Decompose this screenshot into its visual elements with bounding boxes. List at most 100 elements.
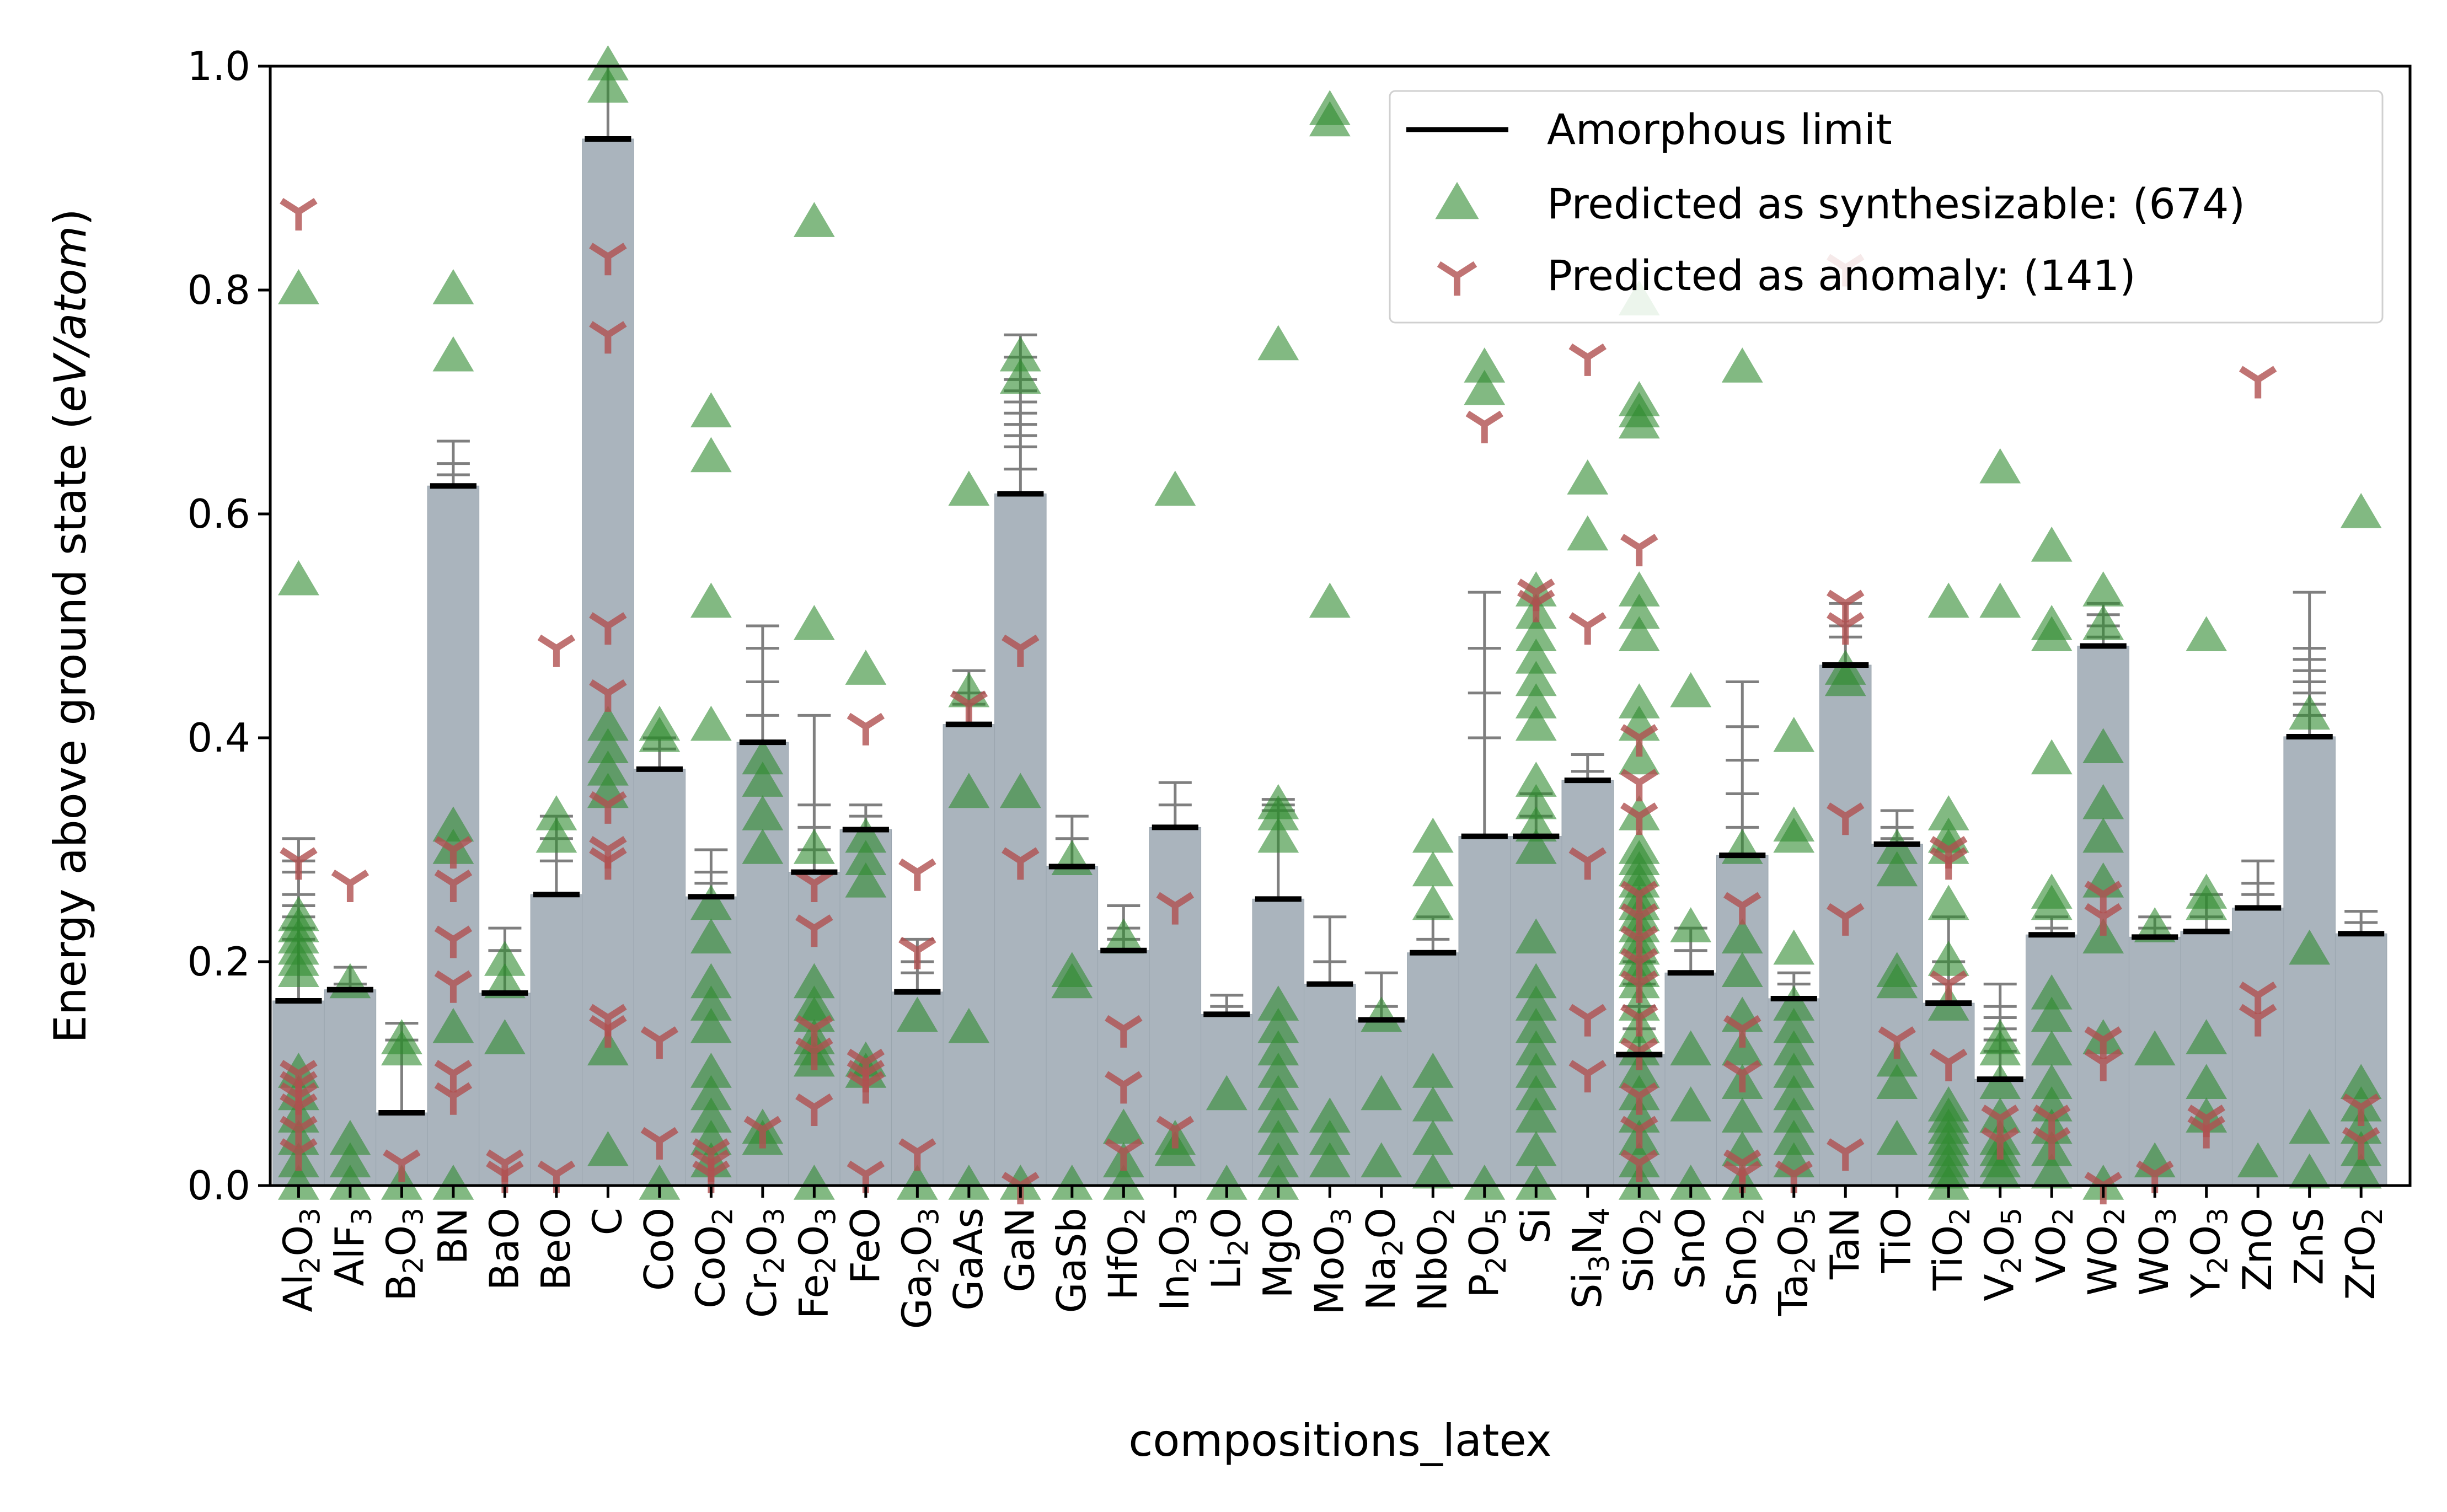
synthesizable-point bbox=[2031, 1064, 2073, 1100]
synthesizable-point bbox=[793, 605, 835, 640]
synthesizable-point bbox=[948, 1007, 990, 1043]
y-tick-label: 0.6 bbox=[187, 491, 250, 537]
synthesizable-point bbox=[1515, 806, 1557, 842]
anomaly-point bbox=[331, 870, 370, 902]
anomaly-point bbox=[2032, 1104, 2071, 1138]
anomaly-point bbox=[1878, 1026, 1916, 1059]
y-tick-label: 0.8 bbox=[187, 267, 250, 313]
synthesizable-point bbox=[1618, 683, 1660, 719]
y-tick-label: 0.0 bbox=[187, 1162, 250, 1209]
anomaly-point bbox=[280, 1116, 318, 1149]
anomaly-point bbox=[795, 1037, 833, 1070]
synthesizable-point bbox=[1979, 582, 2021, 618]
x-tick-label: BN bbox=[430, 1208, 476, 1264]
x-tick-label: CoO bbox=[636, 1208, 682, 1291]
anomaly-point bbox=[434, 1082, 473, 1115]
anomaly-point bbox=[1105, 1071, 1143, 1104]
synthesizable-point bbox=[742, 762, 784, 797]
synthesizable-point bbox=[1515, 1131, 1557, 1166]
synthesizable-point bbox=[1206, 1165, 1247, 1200]
anomaly-point bbox=[1620, 802, 1658, 835]
synthesizable-point bbox=[1515, 918, 1557, 954]
x-tick-label: VO2 bbox=[2028, 1208, 2079, 1283]
synthesizable-point bbox=[1412, 1119, 1454, 1155]
synthesizable-point bbox=[690, 1007, 732, 1043]
anomaly-point bbox=[2032, 1127, 2071, 1160]
synthesizable-point bbox=[1515, 616, 1557, 652]
anomaly-point bbox=[434, 1060, 473, 1093]
anomaly-point bbox=[1568, 1060, 1607, 1093]
synthesizable-point bbox=[381, 1165, 422, 1200]
synthesizable-point bbox=[1515, 1165, 1557, 1200]
x-tick-label: WO2 bbox=[2080, 1208, 2131, 1296]
synthesizable-point bbox=[2082, 784, 2124, 819]
anomaly-point bbox=[1620, 534, 1658, 566]
synthesizable-point bbox=[1773, 1053, 1815, 1088]
synthesizable-point bbox=[690, 1053, 732, 1088]
synthesizable-point bbox=[1876, 851, 1918, 887]
synthesizable-point bbox=[1515, 829, 1557, 864]
x-tick-label: ZnS bbox=[2286, 1208, 2332, 1285]
synthesizable-point bbox=[1721, 1097, 1763, 1133]
synthesizable-point bbox=[845, 817, 887, 853]
anomaly-point bbox=[1723, 1060, 1761, 1093]
synthesizable-point bbox=[1773, 929, 1815, 965]
synthesizable-point bbox=[845, 650, 887, 685]
synthesizable-point bbox=[484, 941, 526, 976]
bar bbox=[1458, 836, 1511, 1186]
synthesizable-point bbox=[1051, 840, 1093, 876]
synthesizable-point bbox=[2289, 1153, 2331, 1189]
anomaly-point bbox=[2239, 1004, 2277, 1037]
x-tick-label: Si3N4 bbox=[1564, 1208, 1615, 1309]
synthesizable-point bbox=[1721, 347, 1763, 383]
synthesizable-point bbox=[2186, 616, 2228, 652]
synthesizable-point bbox=[948, 1165, 990, 1200]
synthesizable-point bbox=[2082, 728, 2124, 764]
anomaly-point bbox=[1620, 925, 1658, 958]
synthesizable-point bbox=[2340, 1153, 2382, 1189]
synthesizable-point bbox=[1927, 795, 1969, 830]
synthesizable-point bbox=[1773, 1030, 1815, 1066]
legend-synthesizable-label: Predicted as synthesizable: (674) bbox=[1547, 179, 2245, 228]
anomaly-point bbox=[434, 970, 473, 1003]
synthesizable-point bbox=[1721, 1030, 1763, 1066]
anomaly-point bbox=[1620, 724, 1658, 757]
x-tick-label: WO3 bbox=[2131, 1208, 2182, 1296]
anomaly-point bbox=[1929, 970, 1968, 1003]
synthesizable-point bbox=[1309, 1142, 1351, 1178]
synthesizable-point bbox=[1257, 1030, 1299, 1066]
anomaly-point bbox=[383, 1149, 421, 1182]
synthesizable-point bbox=[690, 705, 732, 741]
synthesizable-point bbox=[948, 470, 990, 506]
anomaly-point bbox=[847, 712, 885, 746]
synthesizable-point bbox=[1618, 593, 1660, 629]
anomaly-point bbox=[898, 858, 936, 891]
synthesizable-point bbox=[1927, 941, 1969, 976]
anomaly-point bbox=[795, 1093, 833, 1126]
synthesizable-point bbox=[1515, 1097, 1557, 1133]
synthesizable-point bbox=[793, 1165, 835, 1200]
synthesizable-point bbox=[690, 1075, 732, 1111]
synthesizable-point bbox=[432, 806, 474, 842]
bar bbox=[1664, 972, 1717, 1186]
anomaly-point bbox=[795, 1015, 833, 1048]
synthesizable-point bbox=[1515, 784, 1557, 819]
synthesizable-point bbox=[1618, 739, 1660, 775]
synthesizable-point bbox=[587, 1030, 629, 1066]
anomaly-point bbox=[950, 690, 988, 723]
synthesizable-point bbox=[1515, 1030, 1557, 1066]
legend-synthesizable-swatch bbox=[1435, 181, 1479, 219]
synthesizable-point bbox=[1257, 1165, 1299, 1200]
synthesizable-point bbox=[1979, 1030, 2021, 1066]
x-tick-label: Fe2O3 bbox=[790, 1208, 842, 1319]
synthesizable-point bbox=[1515, 1007, 1557, 1043]
synthesizable-point bbox=[1824, 661, 1866, 696]
synthesizable-point bbox=[999, 336, 1041, 372]
x-tick-label: TaN bbox=[1822, 1208, 1868, 1280]
synthesizable-point bbox=[1257, 817, 1299, 853]
synthesizable-point bbox=[1257, 985, 1299, 1021]
synthesizable-point bbox=[1102, 918, 1144, 954]
anomaly-point bbox=[1620, 903, 1658, 936]
x-tick-label: Y2O3 bbox=[2183, 1208, 2234, 1299]
synthesizable-point bbox=[1876, 1119, 1918, 1155]
